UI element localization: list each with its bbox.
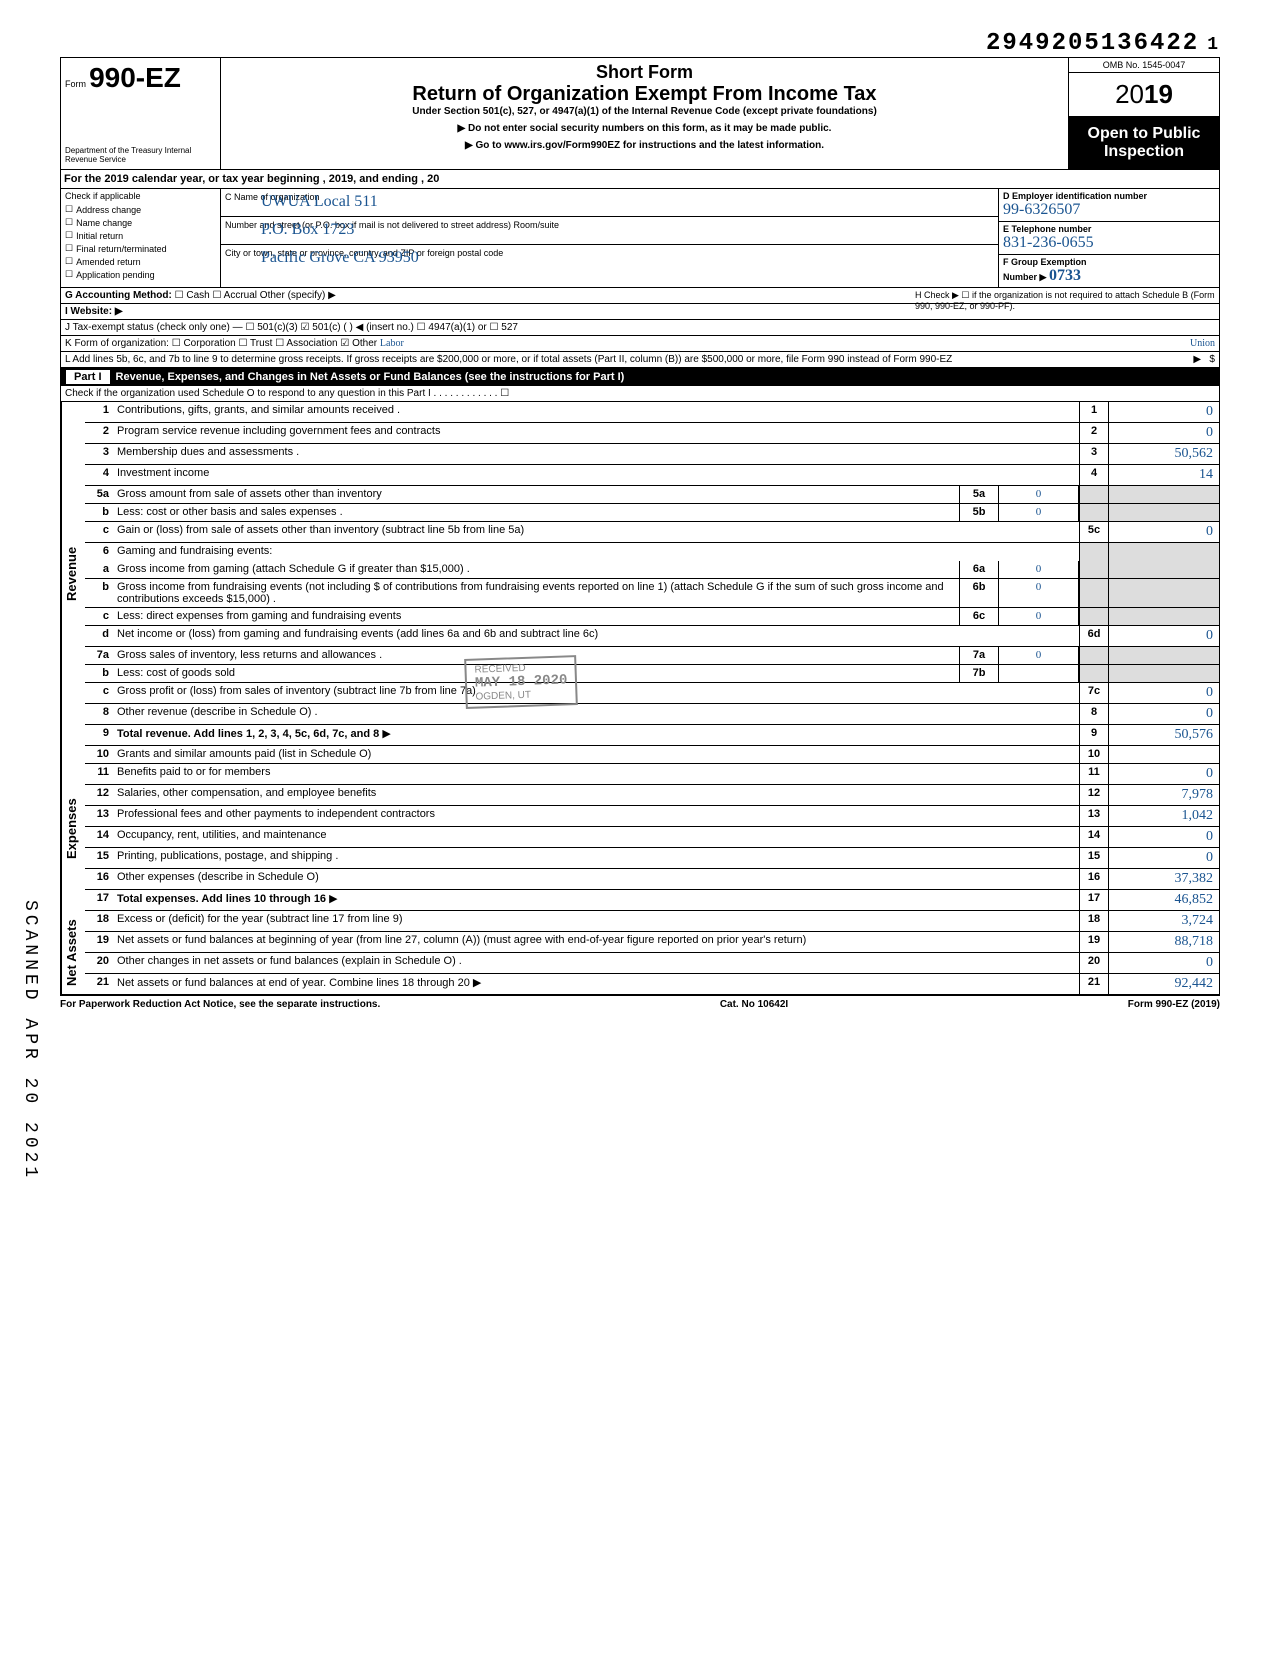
line-15: Printing, publications, postage, and shi… bbox=[115, 848, 1079, 868]
g-accounting: G Accounting Method: ☐ Cash ☐ Accrual Ot… bbox=[60, 288, 1220, 304]
under-section: Under Section 501(c), 527, or 4947(a)(1)… bbox=[229, 106, 1060, 117]
line-10: Grants and similar amounts paid (list in… bbox=[115, 746, 1079, 763]
main-title: Return of Organization Exempt From Incom… bbox=[229, 83, 1060, 106]
line-5a: Gross amount from sale of assets other t… bbox=[115, 486, 959, 503]
part-1-check: Check if the organization used Schedule … bbox=[60, 386, 1220, 402]
line-11: Benefits paid to or for members bbox=[115, 764, 1079, 784]
form-word: Form bbox=[65, 79, 86, 89]
check-final-return[interactable]: Final return/terminated bbox=[61, 242, 220, 255]
line-2: Program service revenue including govern… bbox=[115, 423, 1079, 443]
line-12: Salaries, other compensation, and employ… bbox=[115, 785, 1079, 805]
line-14: Occupancy, rent, utilities, and maintena… bbox=[115, 827, 1079, 847]
net-assets-section: Net Assets 18Excess or (deficit) for the… bbox=[60, 911, 1220, 995]
line-6: Gaming and fundraising events: bbox=[115, 543, 1079, 561]
ein-value: 99-6326507 bbox=[1003, 201, 1215, 219]
scanned-stamp: SCANNED APR 20 2021 bbox=[20, 900, 40, 1181]
line-18: Excess or (deficit) for the year (subtra… bbox=[115, 911, 1079, 931]
omb-number: OMB No. 1545-0047 bbox=[1069, 58, 1219, 73]
line-4: Investment income bbox=[115, 465, 1079, 485]
line-17: Total expenses. Add lines 10 through 16 … bbox=[115, 890, 1079, 910]
line-5c: Gain or (loss) from sale of assets other… bbox=[115, 522, 1079, 542]
line-1: Contributions, gifts, grants, and simila… bbox=[115, 402, 1079, 422]
revenue-label: Revenue bbox=[61, 402, 85, 746]
d-label: D Employer identification number bbox=[1003, 191, 1215, 201]
short-form-label: Short Form bbox=[229, 62, 1060, 83]
check-header: Check if applicable bbox=[61, 189, 220, 203]
footer-mid: Cat. No 10642I bbox=[720, 999, 788, 1010]
h-schedule-b: H Check ▶ ☐ if the organization is not r… bbox=[915, 290, 1215, 311]
revenue-section: Revenue 1Contributions, gifts, grants, a… bbox=[60, 402, 1220, 746]
tax-year-line: For the 2019 calendar year, or tax year … bbox=[60, 170, 1220, 189]
part-1-header: Part IRevenue, Expenses, and Changes in … bbox=[60, 368, 1220, 386]
line-8: Other revenue (describe in Schedule O) . bbox=[115, 704, 1079, 724]
check-name-change[interactable]: Name change bbox=[61, 216, 220, 229]
e-label: E Telephone number bbox=[1003, 224, 1215, 234]
department: Department of the Treasury Internal Reve… bbox=[65, 146, 216, 165]
line-13: Professional fees and other payments to … bbox=[115, 806, 1079, 826]
line-7c: Gross profit or (loss) from sales of inv… bbox=[115, 683, 1079, 703]
document-number: 29492051364221 bbox=[60, 30, 1220, 57]
check-application-pending[interactable]: Application pending bbox=[61, 268, 220, 281]
open-public: Open to Public Inspection bbox=[1069, 117, 1219, 169]
tax-year: 20201919 bbox=[1069, 73, 1219, 117]
line-16: Other expenses (describe in Schedule O) bbox=[115, 869, 1079, 889]
line-3: Membership dues and assessments . bbox=[115, 444, 1079, 464]
check-initial-return[interactable]: Initial return bbox=[61, 229, 220, 242]
line-19: Net assets or fund balances at beginning… bbox=[115, 932, 1079, 952]
check-address-change[interactable]: Address change bbox=[61, 203, 220, 216]
expenses-section: Expenses 10Grants and similar amounts pa… bbox=[60, 746, 1220, 911]
net-assets-label: Net Assets bbox=[61, 911, 85, 994]
line-20: Other changes in net assets or fund bala… bbox=[115, 953, 1079, 973]
f-label: F Group ExemptionNumber ▶ 0733 bbox=[1003, 257, 1215, 285]
j-tax-exempt: J Tax-exempt status (check only one) — ☐… bbox=[60, 320, 1220, 336]
line-6b: Gross income from fundraising events (no… bbox=[115, 579, 959, 607]
org-name: UWUA Local 511 bbox=[261, 193, 378, 211]
received-stamp: RECEIVED MAY 18 2020 OGDEN, UT bbox=[464, 655, 578, 709]
phone-value: 831-236-0655 bbox=[1003, 234, 1215, 252]
footer-left: For Paperwork Reduction Act Notice, see … bbox=[60, 999, 380, 1010]
form-number: 990-EZ bbox=[89, 62, 181, 93]
footer-right: Form 990-EZ (2019) bbox=[1128, 999, 1220, 1010]
line-6d: Net income or (loss) from gaming and fun… bbox=[115, 626, 1079, 646]
k-form-org: K Form of organization: ☐ Corporation ☐ … bbox=[60, 336, 1220, 352]
l-gross-receipts: L Add lines 5b, 6c, and 7b to line 9 to … bbox=[60, 352, 1220, 368]
line-9: Total revenue. Add lines 1, 2, 3, 4, 5c,… bbox=[115, 725, 1079, 745]
line-21: Net assets or fund balances at end of ye… bbox=[115, 974, 1079, 994]
check-amended-return[interactable]: Amended return bbox=[61, 255, 220, 268]
info-section: Check if applicable Address change Name … bbox=[60, 189, 1220, 288]
addr-value: P.O. Box 1723 bbox=[261, 221, 354, 239]
no-ssn-note: ▶ Do not enter social security numbers o… bbox=[229, 123, 1060, 134]
footer: For Paperwork Reduction Act Notice, see … bbox=[60, 995, 1220, 1013]
line-6a: Gross income from gaming (attach Schedul… bbox=[115, 561, 959, 578]
goto-note: ▶ Go to www.irs.gov/Form990EZ for instru… bbox=[229, 140, 1060, 151]
expenses-label: Expenses bbox=[61, 746, 85, 911]
line-6c: Less: direct expenses from gaming and fu… bbox=[115, 608, 959, 625]
line-5b: Less: cost or other basis and sales expe… bbox=[115, 504, 959, 521]
city-value: Pacific Grove CA 93950 bbox=[261, 249, 419, 267]
form-header: Form 990-EZ Department of the Treasury I… bbox=[60, 57, 1220, 170]
